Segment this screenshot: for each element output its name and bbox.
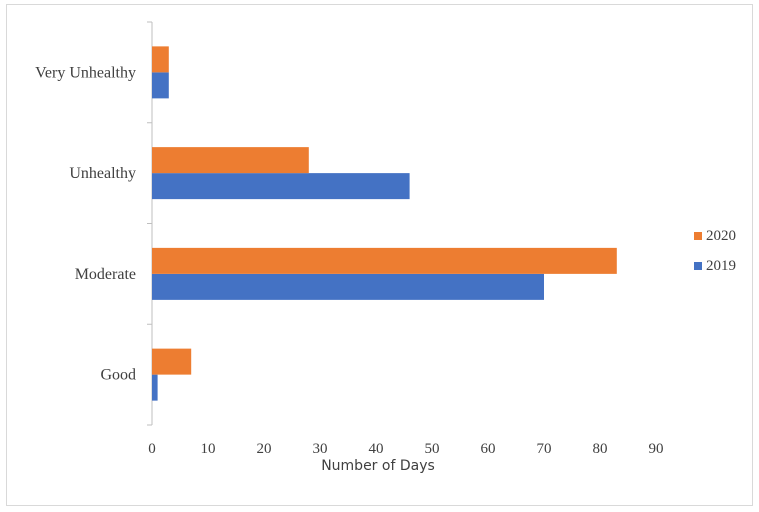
x-axis-title: Number of Days [321,458,435,474]
legend: 2020 2019 [694,228,736,274]
x-tick-label: 90 [649,441,664,457]
bar-very-unhealthy-2020 [152,46,169,73]
legend-label-2020: 2020 [706,228,736,244]
x-tick-label: 30 [313,441,328,457]
x-tick-label: 50 [425,441,440,457]
bar-very-unhealthy-2019 [152,72,169,99]
legend-swatch-2020 [694,232,702,240]
x-tick-label: 60 [481,441,496,457]
category-labels: Good Moderate Unhealthy Very Unhealthy [35,64,136,383]
bar-moderate-2019 [152,273,544,300]
legend-label-2019: 2019 [706,258,736,274]
x-tick-label: 80 [593,441,608,457]
category-label-very-unhealthy: Very Unhealthy [35,64,136,81]
category-label-good: Good [100,367,136,384]
x-tick-label: 0 [148,441,156,457]
x-tick-label: 10 [201,441,216,457]
category-axis-ticks [147,21,152,426]
bars [152,46,617,401]
bar-unhealthy-2020 [152,147,309,174]
bar-good-2019 [152,374,158,401]
x-tick-label: 40 [369,441,384,457]
legend-swatch-2019 [694,262,702,270]
bar-moderate-2020 [152,247,617,274]
category-label-unhealthy: Unhealthy [69,165,136,182]
bar-good-2020 [152,348,192,375]
x-tick-label: 70 [537,441,552,457]
category-label-moderate: Moderate [75,266,136,283]
x-tick-labels: 0 10 20 30 40 50 60 70 80 90 [148,441,663,457]
x-tick-label: 20 [257,441,272,457]
bar-unhealthy-2019 [152,173,410,200]
